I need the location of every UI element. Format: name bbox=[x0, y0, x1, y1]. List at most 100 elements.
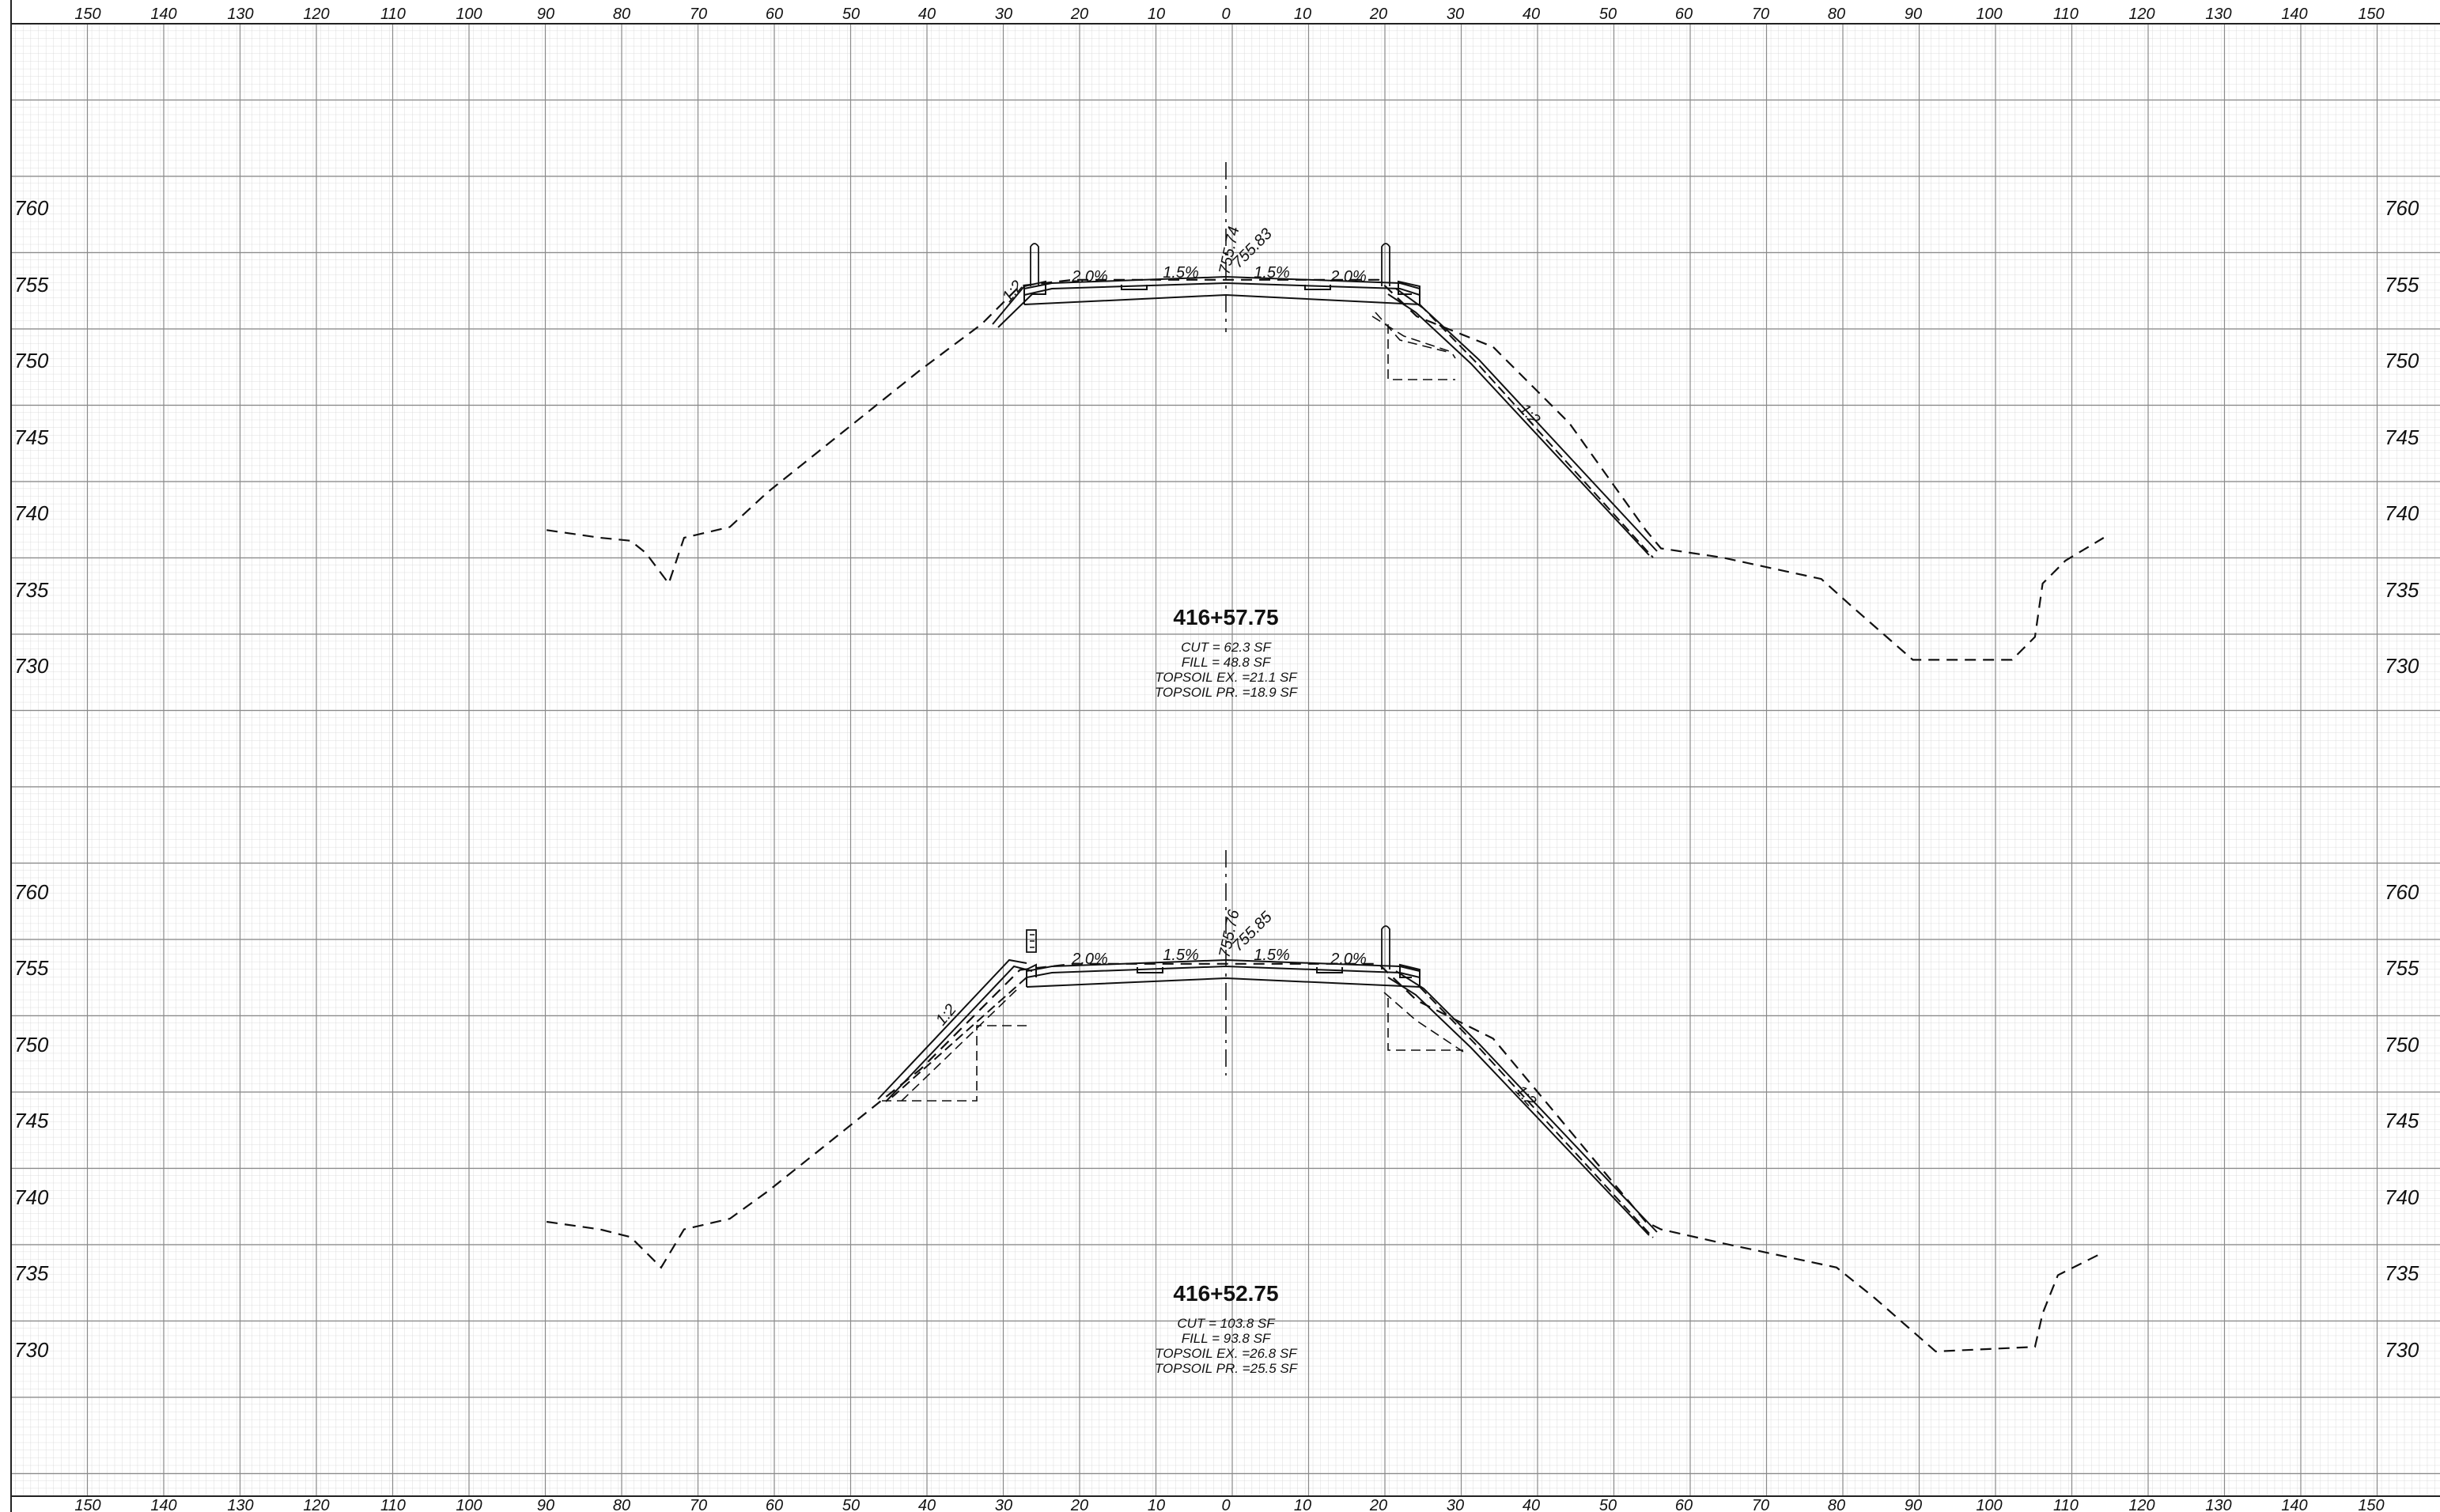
x-tick-label: 10 bbox=[1294, 1497, 1311, 1512]
station-label: 416+57.75 bbox=[1173, 605, 1278, 629]
elevation-label: 755 bbox=[14, 273, 49, 297]
x-tick-label: 70 bbox=[1752, 6, 1769, 23]
elevation-labels-right: 760 755 750 745 740 735 730 bbox=[2385, 196, 2419, 678]
quantity-topsoil-ex: TOPSOIL EX. =21.1 SF bbox=[1155, 670, 1298, 685]
x-tick-label: 150 bbox=[74, 6, 100, 23]
elevation-labels-left: 760 755 750 745 740 735 730 bbox=[14, 880, 49, 1362]
station-label: 416+52.75 bbox=[1173, 1281, 1278, 1306]
quantity-topsoil-ex: TOPSOIL EX. =26.8 SF bbox=[1155, 1346, 1298, 1361]
x-tick-label: 90 bbox=[537, 6, 554, 23]
x-tick-label: 130 bbox=[2205, 6, 2231, 23]
quantity-cut: CUT = 103.8 SF bbox=[1177, 1316, 1276, 1331]
x-tick-label: 90 bbox=[1905, 6, 1922, 23]
x-tick-label: 130 bbox=[2205, 1497, 2231, 1512]
x-tick-label: 100 bbox=[1976, 6, 2002, 23]
x-tick-label: 80 bbox=[1828, 6, 1845, 23]
quantity-cut: CUT = 62.3 SF bbox=[1181, 640, 1272, 655]
x-tick-label: 60 bbox=[766, 6, 783, 23]
x-tick-label: 30 bbox=[995, 1497, 1012, 1512]
cross-slope-label: 2.0% bbox=[1330, 268, 1367, 285]
elevation-label: 735 bbox=[14, 1261, 49, 1285]
cross-slope-label: 2.0% bbox=[1071, 268, 1108, 285]
x-tick-label: 100 bbox=[456, 6, 482, 23]
elevation-label: 740 bbox=[2385, 501, 2419, 525]
x-tick-label: 20 bbox=[1369, 6, 1387, 23]
x-tick-label: 10 bbox=[1294, 6, 1311, 23]
elevation-label: 745 bbox=[2385, 425, 2419, 449]
x-tick-label: 110 bbox=[2053, 1497, 2079, 1512]
x-tick-label: 140 bbox=[150, 1497, 176, 1512]
x-tick-label: 50 bbox=[1599, 1497, 1617, 1512]
x-tick-label: 140 bbox=[150, 6, 176, 23]
quantity-topsoil-pr: TOPSOIL PR. =25.5 SF bbox=[1155, 1361, 1299, 1376]
x-tick-label: 100 bbox=[1976, 1497, 2002, 1512]
x-tick-label: 60 bbox=[1675, 6, 1693, 23]
x-tick-label: 0 bbox=[1221, 6, 1230, 23]
elevation-label: 755 bbox=[2385, 273, 2419, 297]
elevation-label: 730 bbox=[14, 1338, 49, 1362]
x-tick-label: 20 bbox=[1070, 6, 1088, 23]
x-tick-label: 0 bbox=[1221, 1497, 1230, 1512]
x-tick-label: 40 bbox=[918, 1497, 936, 1512]
x-tick-label: 10 bbox=[1148, 6, 1165, 23]
elevation-label: 760 bbox=[14, 880, 49, 904]
x-tick-label: 120 bbox=[2128, 6, 2154, 23]
existing-ground-line bbox=[546, 962, 2105, 1353]
x-tick-label: 150 bbox=[2358, 1497, 2384, 1512]
cross-slope-label: 1.5% bbox=[1254, 947, 1290, 964]
topsoil-and-excavation bbox=[1371, 312, 1456, 380]
elevation-label: 755 bbox=[2385, 956, 2419, 980]
elevation-label: 760 bbox=[14, 196, 49, 220]
x-tick-label: 50 bbox=[842, 1497, 860, 1512]
x-tick-label: 90 bbox=[1905, 1497, 1922, 1512]
topsoil-and-excavation bbox=[878, 989, 1464, 1102]
x-tick-label: 120 bbox=[303, 6, 329, 23]
quantity-fill: FILL = 93.8 SF bbox=[1182, 1331, 1272, 1346]
x-tick-label: 60 bbox=[766, 1497, 783, 1512]
elevation-label: 745 bbox=[14, 1109, 49, 1132]
proposed-roadway-template bbox=[992, 162, 1658, 558]
x-tick-label: 70 bbox=[690, 6, 707, 23]
x-tick-label: 130 bbox=[227, 6, 253, 23]
cross-slope-label: 1.5% bbox=[1254, 264, 1290, 282]
x-tick-label: 90 bbox=[537, 1497, 554, 1512]
elevation-label: 735 bbox=[14, 578, 49, 602]
existing-ground-line bbox=[546, 278, 2105, 661]
elevation-label: 745 bbox=[2385, 1109, 2419, 1132]
x-tick-label: 50 bbox=[842, 6, 860, 23]
x-tick-label: 30 bbox=[1447, 1497, 1464, 1512]
x-tick-label: 80 bbox=[613, 6, 630, 23]
x-axis-bottom: 150 140 130 120 110 100 90 80 70 60 50 4… bbox=[74, 1497, 2384, 1512]
x-tick-label: 80 bbox=[613, 1497, 630, 1512]
x-tick-label: 70 bbox=[690, 1497, 707, 1512]
elevation-label: 735 bbox=[2385, 1261, 2419, 1285]
quantity-topsoil-pr: TOPSOIL PR. =18.9 SF bbox=[1155, 685, 1299, 700]
x-tick-label: 120 bbox=[2128, 1497, 2154, 1512]
elevation-label: 750 bbox=[14, 1033, 49, 1057]
x-tick-label: 80 bbox=[1828, 1497, 1845, 1512]
x-tick-label: 10 bbox=[1148, 1497, 1165, 1512]
x-tick-label: 130 bbox=[227, 1497, 253, 1512]
quantity-fill: FILL = 48.8 SF bbox=[1182, 655, 1272, 670]
elevation-label: 755 bbox=[14, 956, 49, 980]
x-tick-label: 30 bbox=[1447, 6, 1464, 23]
elevation-label: 750 bbox=[2385, 1033, 2419, 1057]
elevation-label: 745 bbox=[14, 425, 49, 449]
section-annotation: 416+52.75 CUT = 103.8 SF FILL = 93.8 SF … bbox=[1155, 1281, 1299, 1376]
elevation-label: 760 bbox=[2385, 880, 2419, 904]
elevation-label: 750 bbox=[14, 349, 49, 372]
elevation-label: 730 bbox=[2385, 654, 2419, 678]
x-tick-label: 40 bbox=[1523, 6, 1540, 23]
x-tick-label: 70 bbox=[1752, 1497, 1769, 1512]
x-tick-label: 20 bbox=[1369, 1497, 1387, 1512]
x-tick-label: 20 bbox=[1070, 1497, 1088, 1512]
elevation-label: 740 bbox=[14, 501, 49, 525]
x-tick-label: 50 bbox=[1599, 6, 1617, 23]
x-tick-label: 60 bbox=[1675, 1497, 1693, 1512]
elevation-labels-right: 760 755 750 745 740 735 730 bbox=[2385, 880, 2419, 1362]
x-axis-top: 150 140 130 120 110 100 90 80 70 60 50 4… bbox=[74, 6, 2384, 23]
x-tick-label: 100 bbox=[456, 1497, 482, 1512]
cross-slope-label: 1.5% bbox=[1163, 264, 1199, 282]
elevation-label: 735 bbox=[2385, 578, 2419, 602]
